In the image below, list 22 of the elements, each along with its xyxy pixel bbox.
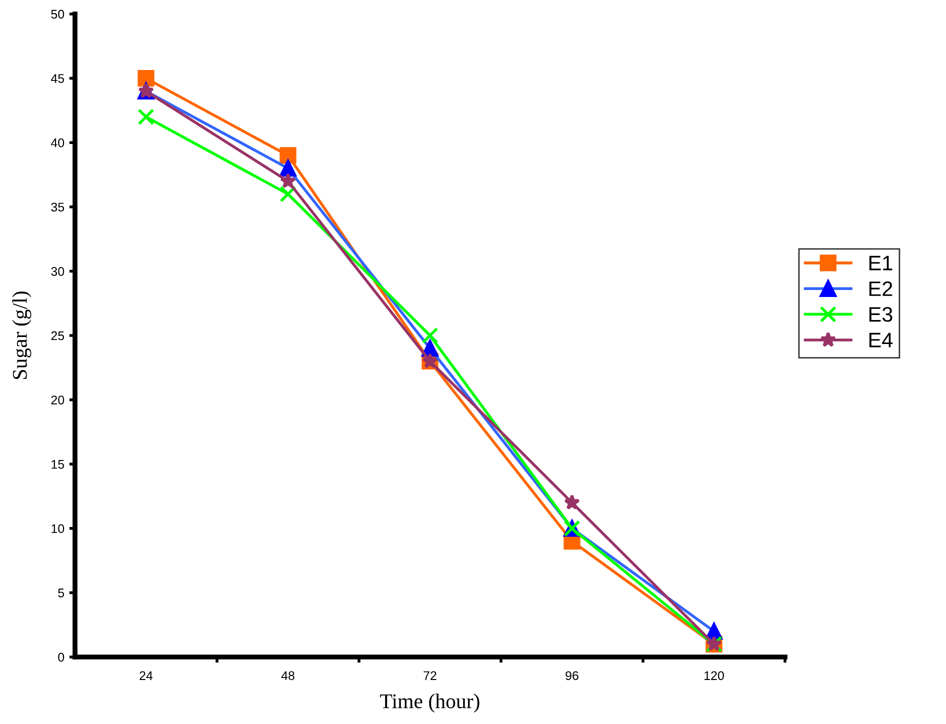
y-tick-label: 30 <box>51 267 64 276</box>
y-tick-label: 50 <box>51 10 64 19</box>
legend-label: E1 <box>869 256 892 270</box>
y-tick-label: 0 <box>58 652 64 662</box>
y-tick-label: 25 <box>51 331 64 340</box>
legend-label: E4 <box>869 332 893 348</box>
legend-label: E2 <box>869 281 892 296</box>
y-axis-title: Sugar (g/l) <box>12 292 32 379</box>
y-tick-label: 40 <box>50 138 64 148</box>
y-tick-label: 35 <box>51 202 64 212</box>
y-tick-label: 45 <box>50 74 64 83</box>
legend-label: E3 <box>869 307 892 322</box>
x-tick-label: 120 <box>704 671 724 680</box>
x-tick-label: 48 <box>281 671 294 680</box>
y-tick-label: 20 <box>51 396 64 404</box>
y-tick-label: 10 <box>52 524 64 534</box>
x-tick-label: 24 <box>140 671 153 680</box>
x-axis-title: Time (hour) <box>380 694 480 713</box>
x-tick-label: 72 <box>424 671 436 680</box>
y-tick-label: 15 <box>52 460 64 469</box>
y-tick-label: 5 <box>58 588 64 598</box>
x-tick-label: 96 <box>566 671 578 680</box>
